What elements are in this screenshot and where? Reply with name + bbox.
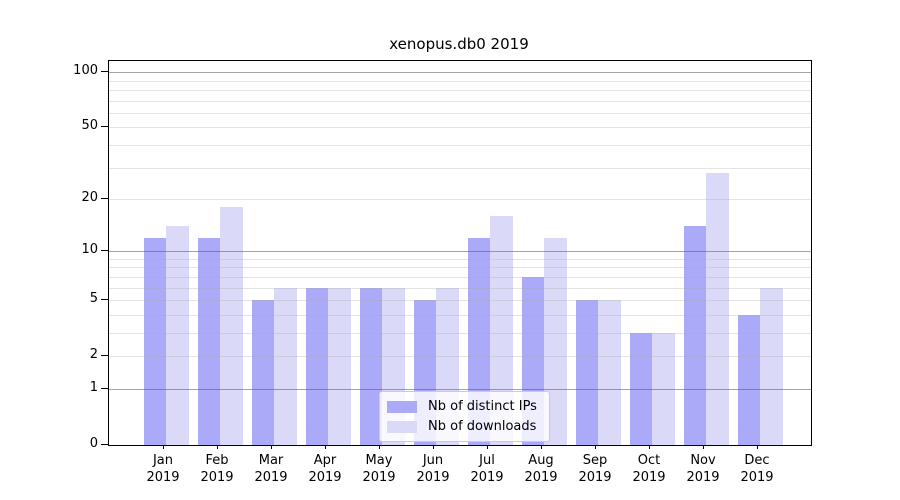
y-tick-label: 5 (89, 291, 98, 307)
y-gridline-minor (109, 167, 811, 169)
x-tick-label: Dec 2019 (740, 453, 774, 485)
bar-distinct-ips (575, 300, 598, 445)
y-gridline-minor (109, 89, 811, 91)
x-tick (217, 444, 219, 449)
y-tick (101, 198, 108, 200)
x-tick-label: Sep 2019 (578, 453, 612, 485)
x-tick-label: Feb 2019 (200, 453, 234, 485)
x-tick (703, 444, 705, 449)
y-tick (101, 299, 108, 301)
x-tick-label: Aug 2019 (524, 453, 558, 485)
y-gridline-minor (109, 356, 811, 358)
bar-downloads (706, 172, 729, 445)
y-tick (101, 126, 108, 128)
y-tick (101, 355, 108, 357)
y-gridline-minor (109, 100, 811, 102)
x-tick (325, 444, 327, 449)
x-tick (541, 444, 543, 449)
x-tick (595, 444, 597, 449)
bar-downloads (598, 300, 621, 445)
y-gridline-minor (109, 199, 811, 200)
legend-label-distinct-ips: Nb of distinct IPs (428, 399, 537, 414)
y-tick-label: 100 (73, 63, 98, 79)
y-gridline-minor (109, 267, 811, 269)
y-gridline-minor (109, 127, 811, 129)
bar-downloads (274, 287, 297, 445)
y-gridline-major (109, 72, 811, 74)
y-gridline-major (109, 388, 811, 390)
legend-swatch-distinct-ips (387, 400, 417, 413)
x-tick-label: Mar 2019 (254, 453, 288, 485)
y-tick (101, 444, 108, 446)
y-tick (101, 250, 108, 252)
x-tick (757, 444, 759, 449)
y-gridline-major (109, 251, 811, 253)
legend-swatch-downloads (387, 420, 417, 433)
y-tick-label: 50 (81, 118, 98, 134)
legend-label-downloads: Nb of downloads (428, 419, 537, 434)
y-gridline-minor (109, 287, 811, 289)
y-gridline-minor (109, 332, 811, 334)
bar-distinct-ips (737, 314, 760, 445)
y-gridline-minor (109, 144, 811, 146)
y-gridline-minor (109, 276, 811, 278)
x-tick (379, 444, 381, 449)
bar-downloads (220, 207, 243, 445)
y-gridline-minor (109, 314, 811, 316)
x-tick-label: Nov 2019 (686, 453, 720, 485)
legend-item-downloads: Nb of downloads (387, 418, 537, 435)
x-tick-label: Apr 2019 (308, 453, 342, 485)
y-tick-label: 1 (89, 379, 98, 395)
legend-item-distinct-ips: Nb of distinct IPs (387, 398, 537, 415)
x-tick (649, 444, 651, 449)
bar-distinct-ips (143, 237, 166, 445)
y-tick-label: 10 (81, 242, 98, 258)
y-tick (101, 71, 108, 73)
x-tick (487, 444, 489, 449)
y-tick (101, 387, 108, 390)
bar-distinct-ips (359, 287, 382, 445)
x-tick-label: Oct 2019 (632, 453, 666, 485)
x-tick-label: Jan 2019 (146, 453, 180, 485)
chart-title: xenopus.db0 2019 (389, 35, 529, 53)
y-gridline-minor (109, 258, 811, 260)
bar-downloads (760, 287, 783, 445)
bar-distinct-ips (251, 300, 274, 445)
y-gridline-minor (109, 300, 811, 302)
y-tick-label: 20 (81, 190, 98, 205)
bar-distinct-ips (683, 226, 706, 445)
x-tick-label: Jul 2019 (470, 453, 504, 485)
grid-layer (109, 61, 811, 445)
x-tick-label: May 2019 (362, 453, 396, 485)
bar-distinct-ips (197, 237, 220, 445)
bar-distinct-ips (305, 287, 328, 445)
y-tick-label: 0 (89, 436, 98, 451)
bar-downloads (490, 216, 513, 445)
x-tick (163, 444, 165, 449)
plot-area: Nb of distinct IPs Nb of downloads (108, 60, 812, 446)
bar-downloads (166, 226, 189, 445)
y-tick-label: 2 (89, 347, 98, 363)
y-gridline-minor (109, 112, 811, 114)
legend: Nb of distinct IPs Nb of downloads (379, 391, 550, 442)
x-tick (271, 444, 273, 449)
x-tick-label: Jun 2019 (416, 453, 450, 485)
bar-downloads (328, 287, 351, 445)
y-gridline-minor (109, 80, 811, 82)
x-tick (433, 444, 435, 449)
